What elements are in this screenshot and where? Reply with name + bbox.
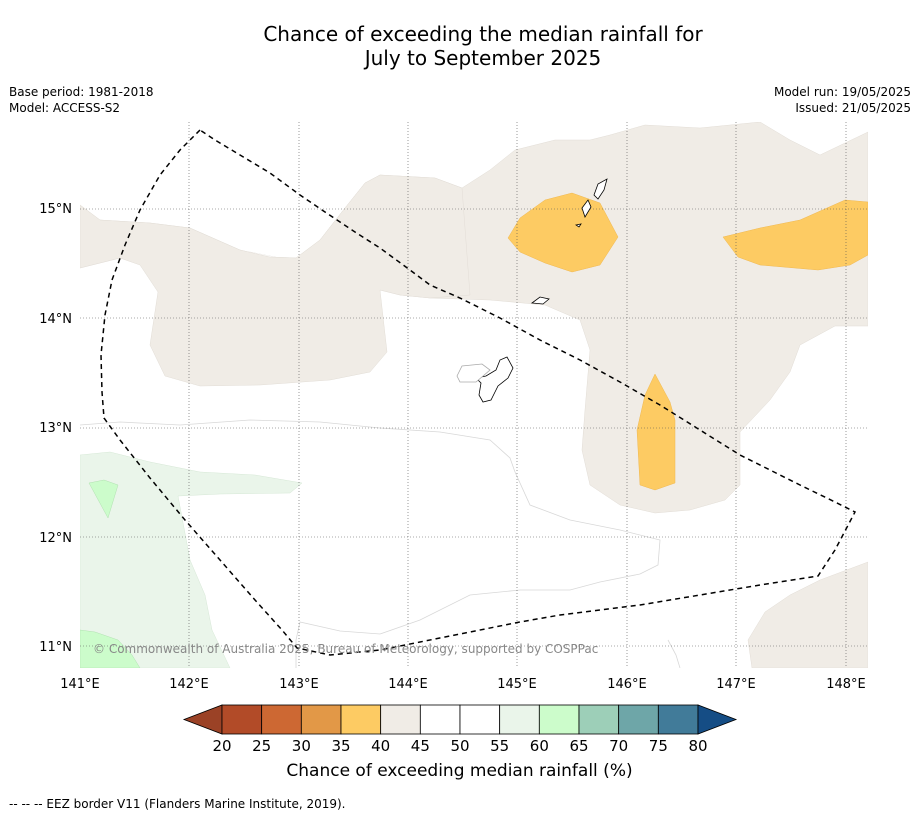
colorbar-tick-label: 25 xyxy=(252,737,271,755)
lat-axis-labels: 15°N 14°N 13°N 12°N 11°N xyxy=(39,202,72,655)
colorbar-tick-label: 30 xyxy=(292,737,311,755)
island-rota xyxy=(530,296,550,305)
lon-label: 141°E xyxy=(60,677,100,692)
contour-50-line-a xyxy=(80,419,661,668)
band-35-40-central xyxy=(636,373,676,491)
lon-axis-labels: 141°E 142°E 143°E 144°E 145°E 146°E 147°… xyxy=(60,677,866,692)
colorbar-tick-label: 60 xyxy=(530,737,549,755)
lat-label: 11°N xyxy=(39,640,72,655)
colorbar-segment xyxy=(618,704,659,735)
colorbar-extend-low xyxy=(182,704,223,735)
colorbar-segment xyxy=(300,704,342,735)
colorbar-label: Chance of exceeding median rainfall (%) xyxy=(286,761,633,781)
island-guam-reef xyxy=(456,363,491,383)
band-35-40-east xyxy=(722,199,868,271)
issued-text: Issued: 21/05/2025 xyxy=(795,101,911,115)
colorbar-extend-high xyxy=(697,704,738,735)
lon-label: 142°E xyxy=(169,677,209,692)
island-tinian xyxy=(581,199,592,218)
colorbar-tick-label: 70 xyxy=(609,737,628,755)
lon-label: 143°E xyxy=(279,677,319,692)
colorbar-segment xyxy=(340,704,382,735)
lat-label: 15°N xyxy=(39,202,72,217)
lon-label: 147°E xyxy=(716,677,756,692)
lon-label: 148°E xyxy=(826,677,866,692)
band-40-45-southeast xyxy=(747,561,868,668)
eez-footnote: -- -- -- EEZ border V11 (Flanders Marine… xyxy=(9,797,346,811)
meta-right: Model run: 19/05/2025 Issued: 21/05/2025 xyxy=(774,84,911,116)
colorbar: 20 25 30 35 40 45 50 55 60 65 70 75 80 xyxy=(182,704,738,755)
base-period-text: Base period: 1981-2018 xyxy=(9,85,154,99)
model-text: Model: ACCESS-S2 xyxy=(9,101,121,115)
title-line-1: Chance of exceeding the median rainfall … xyxy=(263,22,703,46)
model-run-text: Model run: 19/05/2025 xyxy=(773,85,911,99)
colorbar-tick-label: 75 xyxy=(649,737,668,755)
contour-50-line-b xyxy=(667,639,681,668)
colorbar-tick-label: 35 xyxy=(331,737,350,755)
colorbar-segment xyxy=(459,704,501,735)
map-plot-area: © Commonwealth of Australia 2025, Bureau… xyxy=(80,122,868,668)
colorbar-tick-label: 40 xyxy=(371,737,390,755)
colorbar-tick-label: 20 xyxy=(212,737,231,755)
lat-label: 13°N xyxy=(39,421,72,436)
eez-border xyxy=(100,129,857,656)
band-35-40-north xyxy=(507,192,619,273)
lon-label: 145°E xyxy=(497,677,537,692)
band-55-60-southwest xyxy=(80,451,303,668)
colorbar-segment xyxy=(499,704,540,735)
title-line-2: July to September 2025 xyxy=(364,46,602,70)
island-saipan xyxy=(593,178,608,200)
colorbar-tick-label: 50 xyxy=(450,737,469,755)
colorbar-segment xyxy=(578,704,620,735)
meta-left: Base period: 1981-2018 Model: ACCESS-S2 xyxy=(9,84,154,116)
rainfall-map: © Commonwealth of Australia 2025, Bureau… xyxy=(39,122,868,755)
colorbar-segment xyxy=(261,704,302,735)
band-40-45-west xyxy=(80,174,471,387)
lon-label: 144°E xyxy=(388,677,428,692)
gridlines xyxy=(80,122,868,668)
map-title: Chance of exceeding the median rainfall … xyxy=(0,22,919,70)
lat-label: 12°N xyxy=(39,531,72,546)
colorbar-segment xyxy=(380,704,421,735)
colorbar-segment xyxy=(657,704,699,735)
band-60-65-patch-b xyxy=(80,629,141,668)
colorbar-tick-label: 55 xyxy=(490,737,509,755)
lon-label: 146°E xyxy=(607,677,647,692)
colorbar-segment xyxy=(419,704,461,735)
colorbar-tick-label: 45 xyxy=(411,737,430,755)
colorbar-segment xyxy=(538,704,580,735)
band-60-65-patch-a xyxy=(88,479,119,519)
colorbar-segment xyxy=(221,704,263,735)
islands xyxy=(456,178,608,403)
lat-label: 14°N xyxy=(39,312,72,327)
colorbar-tick-label: 65 xyxy=(569,737,588,755)
copyright-text: © Commonwealth of Australia 2025, Bureau… xyxy=(93,642,598,656)
island-aguijan xyxy=(574,223,582,228)
colorbar-tick-label: 80 xyxy=(688,737,707,755)
